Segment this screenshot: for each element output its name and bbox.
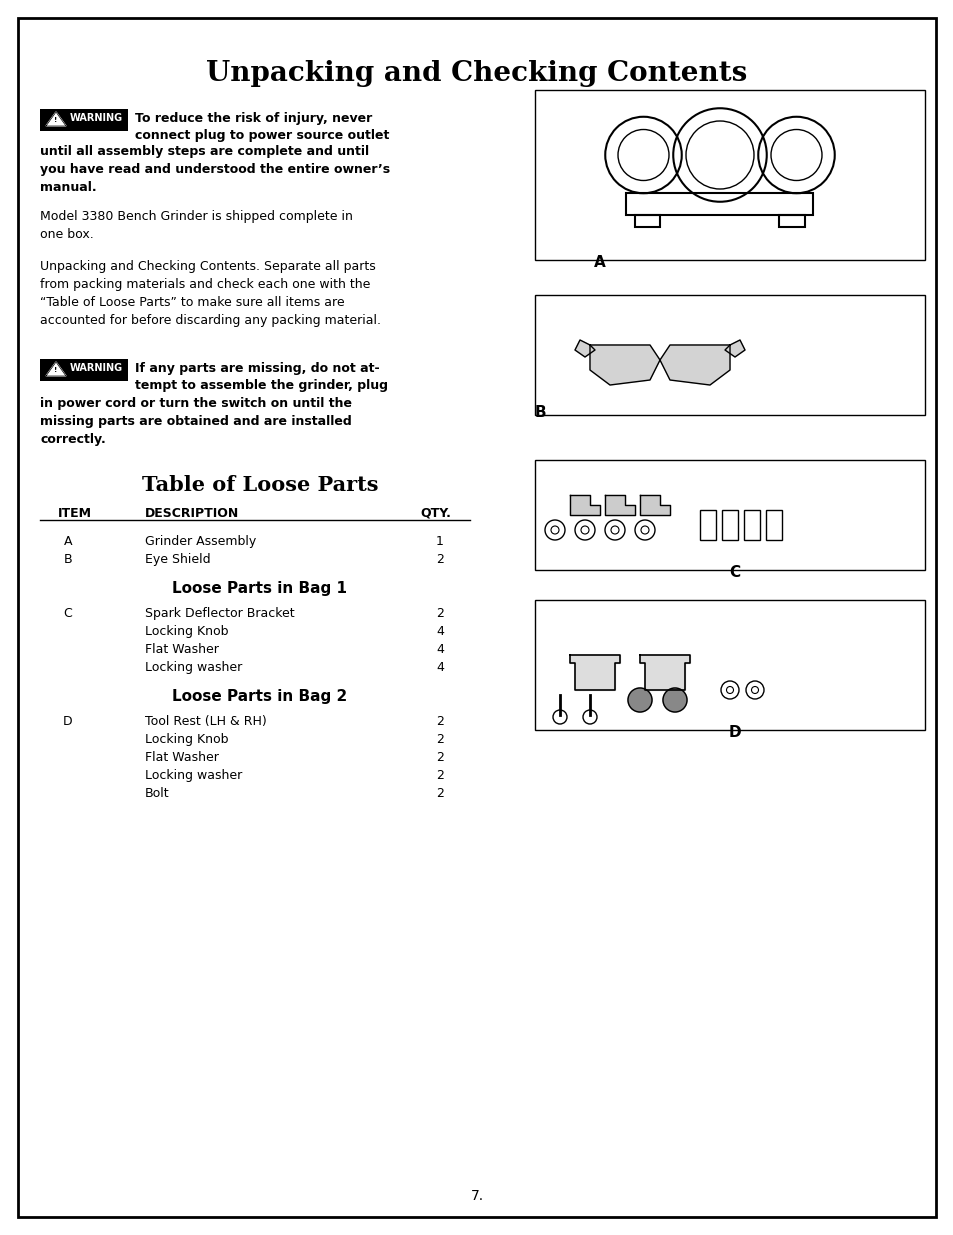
Text: !: !	[54, 367, 57, 373]
Bar	[779, 215, 804, 227]
Text: A: A	[594, 254, 605, 270]
Polygon shape	[569, 655, 619, 690]
Circle shape	[662, 688, 686, 713]
Text: 7.: 7.	[470, 1189, 483, 1203]
Text: in power cord or turn the switch on until the
missing parts are obtained and are: in power cord or turn the switch on unti…	[40, 396, 352, 446]
Text: Spark Deflector Bracket: Spark Deflector Bracket	[145, 606, 294, 620]
Text: Loose Parts in Bag 1: Loose Parts in Bag 1	[172, 580, 347, 597]
Text: Table of Loose Parts: Table of Loose Parts	[142, 475, 377, 495]
Bar	[535, 295, 924, 415]
Text: If any parts are missing, do not at-
tempt to assemble the grinder, plug: If any parts are missing, do not at- tem…	[135, 362, 388, 391]
Text: 2: 2	[436, 751, 443, 764]
Bar	[700, 510, 716, 540]
Text: 2: 2	[436, 553, 443, 566]
Bar	[626, 193, 813, 215]
Polygon shape	[569, 495, 599, 515]
Text: A: A	[64, 535, 72, 548]
Text: 2: 2	[436, 606, 443, 620]
Text: C: C	[64, 606, 72, 620]
Text: Tool Rest (LH & RH): Tool Rest (LH & RH)	[145, 715, 267, 727]
Text: Loose Parts in Bag 2: Loose Parts in Bag 2	[172, 689, 347, 704]
Bar	[743, 510, 760, 540]
Circle shape	[627, 688, 651, 713]
Polygon shape	[46, 112, 66, 126]
Text: 4: 4	[436, 661, 443, 674]
Text: !: !	[54, 117, 57, 124]
Bar	[40, 359, 128, 382]
Text: WARNING: WARNING	[70, 363, 122, 373]
Text: Flat Washer: Flat Washer	[145, 751, 218, 764]
Bar	[40, 109, 128, 131]
Text: 4: 4	[436, 625, 443, 638]
Polygon shape	[575, 340, 595, 357]
Text: 2: 2	[436, 769, 443, 782]
Text: 2: 2	[436, 734, 443, 746]
Polygon shape	[659, 345, 729, 385]
Text: Unpacking and Checking Contents. Separate all parts
from packing materials and c: Unpacking and Checking Contents. Separat…	[40, 261, 380, 327]
Text: Grinder Assembly: Grinder Assembly	[145, 535, 256, 548]
Text: To reduce the risk of injury, never
connect plug to power source outlet: To reduce the risk of injury, never conn…	[135, 112, 389, 142]
Polygon shape	[46, 362, 66, 375]
Polygon shape	[724, 340, 744, 357]
Text: DESCRIPTION: DESCRIPTION	[145, 508, 239, 520]
Polygon shape	[589, 345, 659, 385]
Text: Unpacking and Checking Contents: Unpacking and Checking Contents	[206, 61, 747, 86]
Bar	[535, 600, 924, 730]
Polygon shape	[604, 495, 635, 515]
Text: Locking washer: Locking washer	[145, 769, 242, 782]
Text: Bolt: Bolt	[145, 787, 170, 800]
Text: Locking washer: Locking washer	[145, 661, 242, 674]
Bar	[721, 510, 738, 540]
Text: ITEM: ITEM	[58, 508, 91, 520]
Text: until all assembly steps are complete and until
you have read and understood the: until all assembly steps are complete an…	[40, 144, 390, 194]
Text: 2: 2	[436, 787, 443, 800]
Text: 4: 4	[436, 643, 443, 656]
Bar	[635, 215, 659, 227]
Text: Locking Knob: Locking Knob	[145, 734, 229, 746]
Polygon shape	[639, 495, 669, 515]
Text: Flat Washer: Flat Washer	[145, 643, 218, 656]
Bar	[535, 90, 924, 261]
Text: WARNING: WARNING	[70, 112, 122, 124]
Text: Eye Shield: Eye Shield	[145, 553, 211, 566]
Bar	[535, 459, 924, 571]
Text: QTY.: QTY.	[419, 508, 451, 520]
Text: 1: 1	[436, 535, 443, 548]
Polygon shape	[639, 655, 689, 690]
Text: B: B	[534, 405, 545, 420]
Text: D: D	[728, 725, 740, 740]
Text: Locking Knob: Locking Knob	[145, 625, 229, 638]
Bar	[765, 510, 781, 540]
Text: D: D	[63, 715, 72, 727]
Text: B: B	[64, 553, 72, 566]
Text: C: C	[729, 564, 740, 580]
Text: Model 3380 Bench Grinder is shipped complete in
one box.: Model 3380 Bench Grinder is shipped comp…	[40, 210, 353, 241]
Text: 2: 2	[436, 715, 443, 727]
